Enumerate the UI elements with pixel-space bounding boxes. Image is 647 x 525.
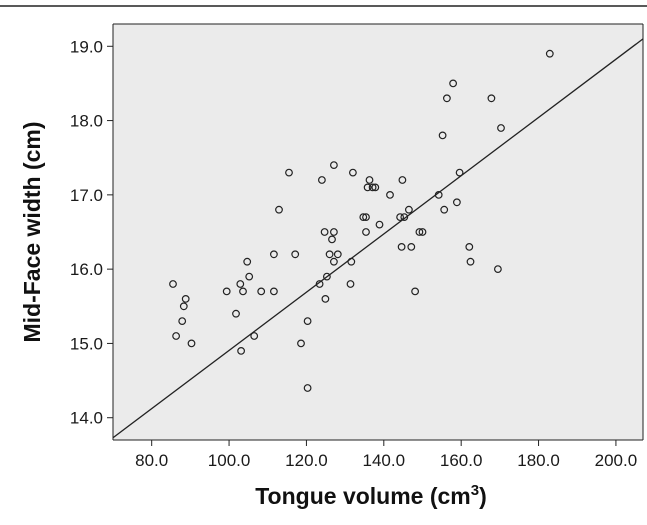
data-point [443, 94, 451, 103]
data-point [375, 220, 384, 229]
data-point [275, 205, 283, 214]
x-tick-label: 200.0 [595, 451, 638, 470]
data-point [320, 228, 329, 236]
data-point [396, 213, 405, 222]
y-tick-label: 18.0 [70, 112, 103, 131]
data-point [362, 213, 370, 222]
data-point [237, 347, 246, 355]
data-point [455, 168, 464, 177]
y-tick-label: 15.0 [70, 334, 103, 353]
chart-marks [112, 38, 644, 439]
data-point [169, 280, 177, 288]
data-point [415, 228, 424, 236]
y-axis-ticks: 14.0 15.0 16.0 17.0 18.0 19.0 [70, 37, 113, 428]
data-point [187, 339, 196, 348]
data-point [318, 176, 326, 184]
data-point [346, 280, 355, 288]
data-point [398, 176, 407, 184]
data-point [328, 235, 336, 244]
data-point [418, 228, 427, 236]
data-point [250, 332, 259, 340]
data-point [400, 213, 409, 222]
x-tick-label: 140.0 [363, 451, 406, 470]
data-point [407, 242, 416, 251]
data-point [487, 94, 496, 103]
data-point [434, 190, 443, 199]
data-point [363, 183, 372, 192]
data-point [497, 124, 505, 132]
data-point [330, 161, 338, 170]
data-point [368, 183, 377, 192]
x-tick-label: 180.0 [517, 451, 560, 470]
data-point [397, 242, 406, 251]
data-point [321, 295, 330, 303]
data-point [222, 287, 231, 296]
data-point [365, 176, 374, 184]
data-point [330, 257, 338, 266]
data-point [494, 265, 502, 274]
data-point [405, 205, 413, 214]
data-point [257, 287, 266, 296]
data-point [232, 309, 240, 318]
data-point [362, 228, 370, 236]
data-point [245, 272, 254, 281]
data-point [453, 198, 461, 207]
data-point [303, 384, 312, 392]
fit-line [112, 38, 644, 439]
data-point [236, 280, 245, 288]
data-point [465, 242, 474, 251]
data-point [359, 213, 368, 222]
data-point [285, 168, 293, 177]
y-tick-label: 16.0 [70, 260, 103, 279]
data-point [347, 257, 356, 266]
data-point [438, 131, 447, 140]
data-point [315, 280, 324, 288]
y-tick-label: 14.0 [70, 409, 103, 428]
y-tick-label: 17.0 [70, 186, 103, 205]
data-point [181, 295, 190, 303]
data-point [243, 257, 252, 266]
x-tick-label: 100.0 [208, 451, 251, 470]
y-tick-label: 19.0 [70, 37, 103, 56]
x-axis-label: Tongue volume (cm3) [255, 482, 487, 509]
data-point [371, 183, 380, 192]
data-point [291, 250, 300, 259]
data-point [411, 287, 420, 296]
data-point [545, 49, 554, 58]
x-axis-label-superscript: 3 [471, 482, 479, 499]
data-point [325, 250, 334, 259]
y-axis-label: Mid-Face width (cm) [19, 121, 45, 342]
x-tick-label: 120.0 [285, 451, 328, 470]
x-tick-label: 80.0 [135, 451, 168, 470]
data-point [330, 228, 338, 236]
x-axis-ticks: 80.0 100.0 120.0 140.0 160.0 180.0 200.0 [135, 440, 637, 470]
data-point [179, 302, 188, 311]
x-tick-label: 160.0 [440, 451, 483, 470]
data-point [239, 287, 247, 296]
data-point [449, 79, 458, 88]
data-point [178, 317, 187, 326]
data-point [323, 272, 331, 281]
data-point [386, 190, 394, 199]
data-point [172, 332, 181, 340]
data-point [349, 168, 357, 177]
data-point [303, 317, 312, 326]
data-point [466, 257, 475, 266]
data-point [333, 250, 342, 259]
data-point [270, 250, 278, 259]
data-point [440, 205, 449, 214]
data-point [297, 339, 305, 348]
data-point [270, 287, 278, 296]
